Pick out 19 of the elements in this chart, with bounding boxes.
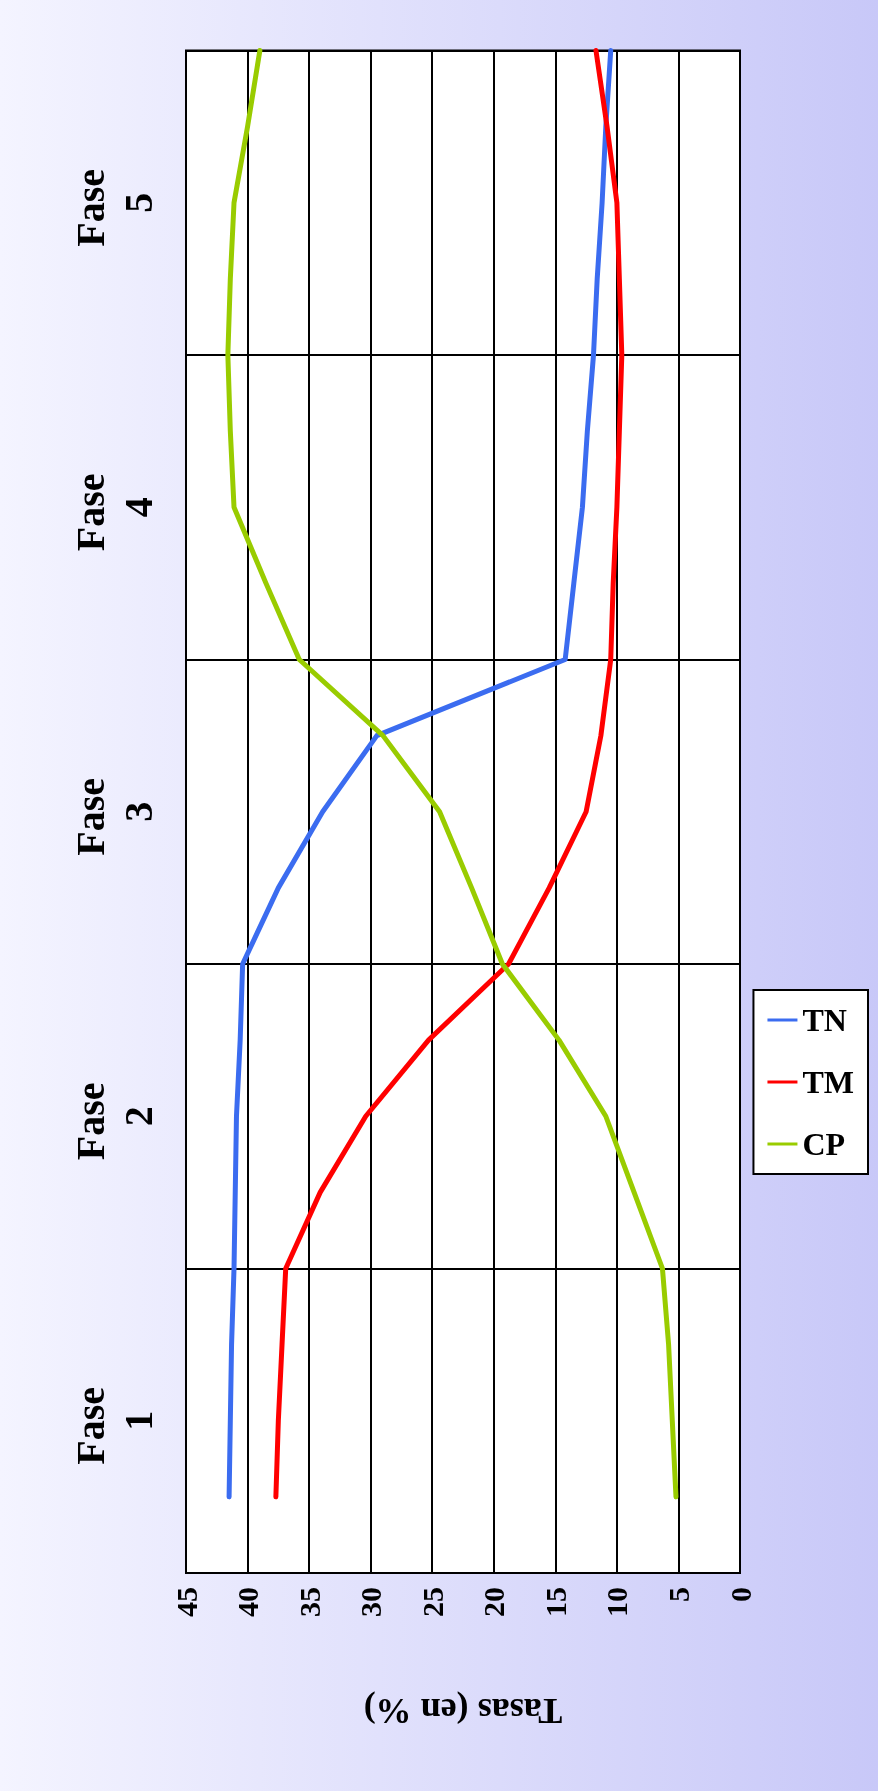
legend-label: TM [802, 1064, 854, 1100]
x-tick-label: 5 [661, 1587, 695, 1602]
x-tick-label: 20 [477, 1587, 511, 1617]
x-axis-title: Tasas (en %) [363, 1691, 563, 1731]
x-tick-label: 15 [538, 1587, 572, 1617]
y-tick-label: Fase 3 [67, 767, 161, 856]
y-tick-label: Fase 2 [67, 1072, 161, 1161]
y-tick-label: Fase 5 [67, 158, 161, 247]
x-tick-label: 45 [169, 1587, 203, 1617]
x-tick-label: 25 [415, 1587, 449, 1617]
x-tick-label: 10 [600, 1587, 634, 1617]
legend-label: CP [802, 1126, 846, 1162]
legend-label: TN [802, 1002, 847, 1038]
y-tick-label: Fase 1 [67, 1376, 161, 1465]
x-tick-label: 35 [292, 1587, 326, 1617]
x-tick-label: 0 [723, 1587, 757, 1602]
y-tick-label: Fase 4 [67, 463, 161, 552]
x-tick-label: 40 [231, 1587, 265, 1617]
x-tick-label: 30 [354, 1587, 388, 1617]
